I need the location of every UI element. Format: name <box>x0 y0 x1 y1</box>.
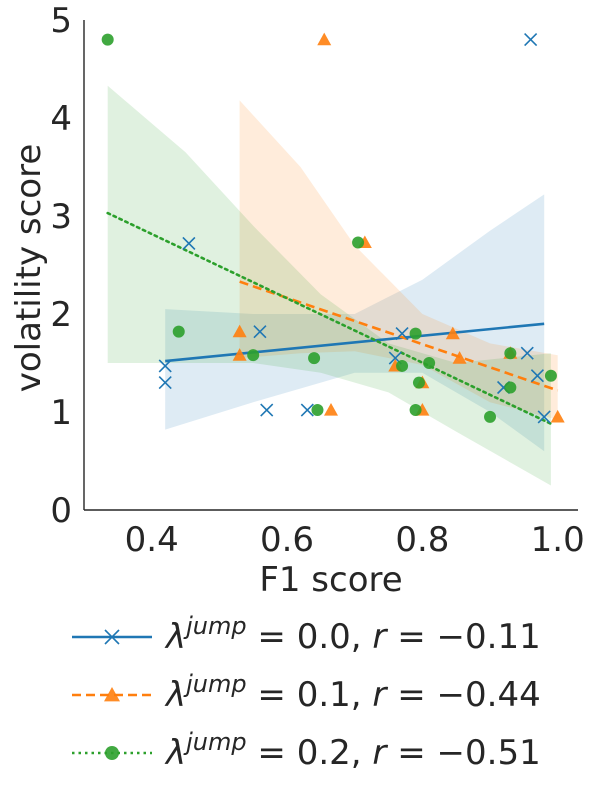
data-points <box>101 32 565 424</box>
point-series-2-2 <box>247 349 260 362</box>
point-series-1-9 <box>452 351 467 364</box>
point-series-2-5 <box>352 236 365 249</box>
legend-label-0: λjump = 0.0, r = −0.11 <box>164 612 541 657</box>
x-tick-label-3: 1.0 <box>531 520 585 560</box>
point-series-0-4 <box>260 403 274 417</box>
confidence-bands <box>107 85 558 486</box>
point-series-2-4 <box>311 404 324 417</box>
point-series-0-9 <box>520 346 534 360</box>
x-tick-label-2: 0.8 <box>395 520 449 560</box>
legend-marker-2 <box>105 746 119 760</box>
y-tick-label-5: 5 <box>50 1 72 41</box>
ci-band-series-2 <box>107 85 551 486</box>
point-series-1-2 <box>317 32 332 46</box>
point-series-1-1 <box>232 348 247 361</box>
point-series-2-0 <box>101 33 114 46</box>
y-axis-label: volatility score <box>9 144 49 393</box>
ci-band-series-1 <box>239 100 558 420</box>
point-series-0-7 <box>395 327 409 341</box>
point-series-2-8 <box>409 404 422 417</box>
point-series-0-11 <box>530 369 544 383</box>
x-axis-label: F1 score <box>259 560 402 600</box>
point-series-0-2 <box>182 236 196 251</box>
point-series-2-1 <box>172 325 185 338</box>
fit-line-series-0 <box>165 322 545 363</box>
point-series-1-8 <box>445 326 460 340</box>
fit-line-series-2 <box>106 211 553 426</box>
point-series-0-0 <box>158 359 172 373</box>
point-series-0-12 <box>537 410 551 424</box>
point-series-1-0 <box>232 324 247 338</box>
point-series-2-14 <box>544 369 557 382</box>
y-tick-label-3: 3 <box>50 197 72 237</box>
y-ticks: 0 1 2 3 4 5 <box>50 1 72 531</box>
point-series-2-13 <box>504 381 517 394</box>
point-series-2-11 <box>484 410 497 423</box>
x-tick-label-0: 0.4 <box>125 520 179 560</box>
legend-label-2: λjump = 0.2, r = −0.51 <box>164 728 541 773</box>
x-ticks: 0.4 0.6 0.8 1.0 <box>125 520 585 560</box>
legend-marker-1 <box>104 687 120 702</box>
y-tick-label-1: 1 <box>50 393 72 433</box>
y-tick-label-0: 0 <box>50 491 72 531</box>
point-series-2-3 <box>308 352 321 365</box>
point-series-0-3 <box>253 325 267 339</box>
point-series-0-10 <box>524 33 538 47</box>
point-series-1-3 <box>324 403 338 416</box>
legend: λjump = 0.0, r = −0.11 λjump = 0.1, r = −… <box>72 612 541 773</box>
y-tick-label-4: 4 <box>50 99 72 139</box>
point-series-1-11 <box>550 409 565 423</box>
point-series-0-1 <box>158 376 172 390</box>
legend-marker-0 <box>104 629 120 645</box>
point-series-2-12 <box>504 347 517 360</box>
y-tick-label-2: 2 <box>50 295 72 335</box>
legend-label-1: λjump = 0.1, r = −0.44 <box>164 670 541 715</box>
point-series-2-6 <box>396 359 409 372</box>
point-series-2-7 <box>409 327 422 340</box>
x-tick-label-1: 0.6 <box>260 520 314 560</box>
point-series-2-9 <box>412 376 425 389</box>
point-series-2-10 <box>423 357 436 369</box>
ci-band-series-0 <box>165 194 545 452</box>
point-series-0-5 <box>300 403 314 417</box>
